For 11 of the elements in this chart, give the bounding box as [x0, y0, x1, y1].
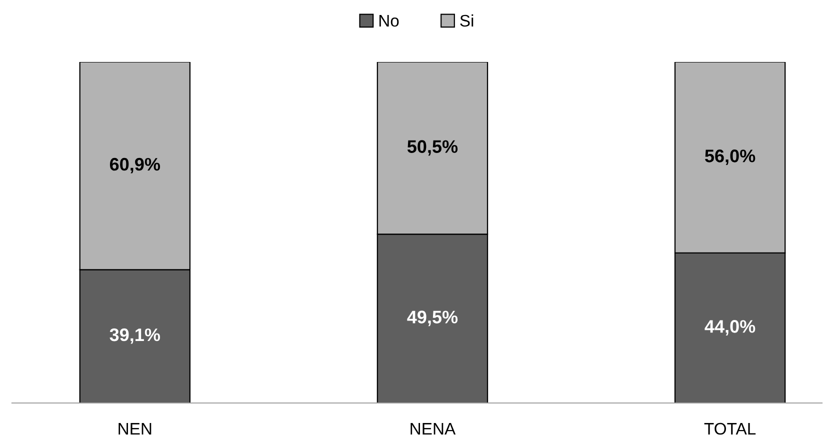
data-label: 44,0% [704, 320, 756, 336]
data-label: 56,0% [705, 150, 756, 165]
legend-label: Si [460, 14, 474, 27]
data-label: 60,9% [110, 158, 160, 174]
x-tick-label: NEN [118, 423, 152, 435]
legend-label: No [379, 15, 399, 27]
x-tick-label: NENA [410, 423, 456, 435]
data-label: 50,5% [407, 140, 458, 156]
data-label: 49,5% [407, 310, 458, 326]
x-tick-label: TOTAL [704, 422, 756, 435]
data-label: 39,1% [110, 328, 160, 344]
